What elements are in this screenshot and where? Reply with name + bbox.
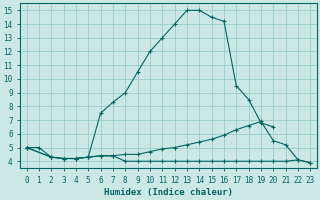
X-axis label: Humidex (Indice chaleur): Humidex (Indice chaleur): [104, 188, 233, 197]
